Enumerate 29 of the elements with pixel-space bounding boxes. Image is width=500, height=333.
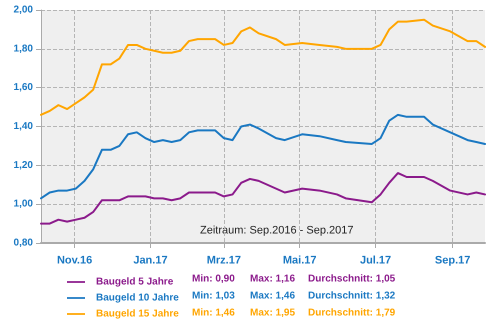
y-tick-label: 1,20 — [14, 160, 34, 171]
text: Durchschnitt: 1,79 — [308, 308, 396, 318]
y-tick-label: 1,60 — [14, 82, 34, 94]
text: Min: 1,46 — [192, 308, 236, 318]
text: Min: 0,90 — [192, 274, 236, 284]
line-series — [40, 172, 486, 225]
y-tick-label: 1,00 — [14, 198, 34, 210]
x-tick-label: Sep.17 — [434, 254, 470, 266]
x-tick-label: Mai.17 — [282, 254, 317, 266]
y-tick-label: 0,80 — [14, 238, 34, 248]
y-tick-label: 1,40 — [14, 121, 34, 132]
text: Durchschnitt: 1,05 — [308, 274, 396, 284]
text: Min: 1,03 — [192, 290, 236, 302]
x-tick-label: Mrz.17 — [206, 254, 241, 266]
annotation: Zeitraum: Sep.2016 - Sep.2017 — [200, 224, 354, 236]
legend-label: Baugeld 10 Jahre — [96, 292, 180, 304]
line-series — [40, 114, 486, 200]
x-tick-label: Jul.17 — [360, 254, 392, 266]
text: Durchschnitt: 1,32 — [308, 290, 396, 302]
legend-label: Baugeld 15 Jahre — [96, 308, 180, 320]
line-series — [40, 18, 486, 116]
legend-label: Baugeld 5 Jahre — [96, 276, 174, 288]
text: Max: 1,16 — [250, 274, 296, 284]
x-tick-label: Jan.17 — [133, 254, 168, 266]
x-tick-label: Nov.16 — [56, 254, 92, 266]
text: Max: 1,95 — [250, 308, 296, 318]
text: Max: 1,46 — [250, 290, 296, 302]
y-tick-label: 2,00 — [14, 4, 34, 16]
y-tick-label: 1,80 — [14, 43, 34, 54]
